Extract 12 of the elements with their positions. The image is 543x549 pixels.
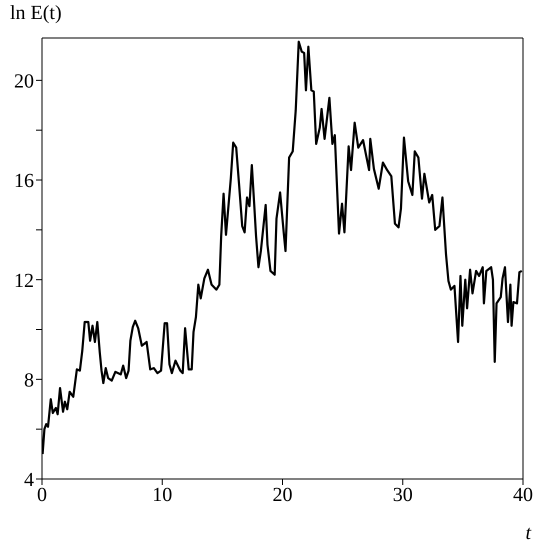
x-tick-label: 40 [513,484,533,506]
y-tick-label: 16 [14,170,34,192]
x-tick-label: 0 [37,484,47,506]
y-tick-label: 12 [14,270,34,292]
y-tick-label: 8 [24,369,34,392]
x-tick-label: 20 [272,484,292,506]
x-tick-label: 30 [392,484,413,506]
y-tick-label: 4 [24,469,34,492]
x-tick-label: 10 [152,484,172,506]
y-tick-label: 20 [14,70,34,92]
y-axis-title: ln E(t) [10,2,62,25]
x-axis-title: t [525,522,531,545]
